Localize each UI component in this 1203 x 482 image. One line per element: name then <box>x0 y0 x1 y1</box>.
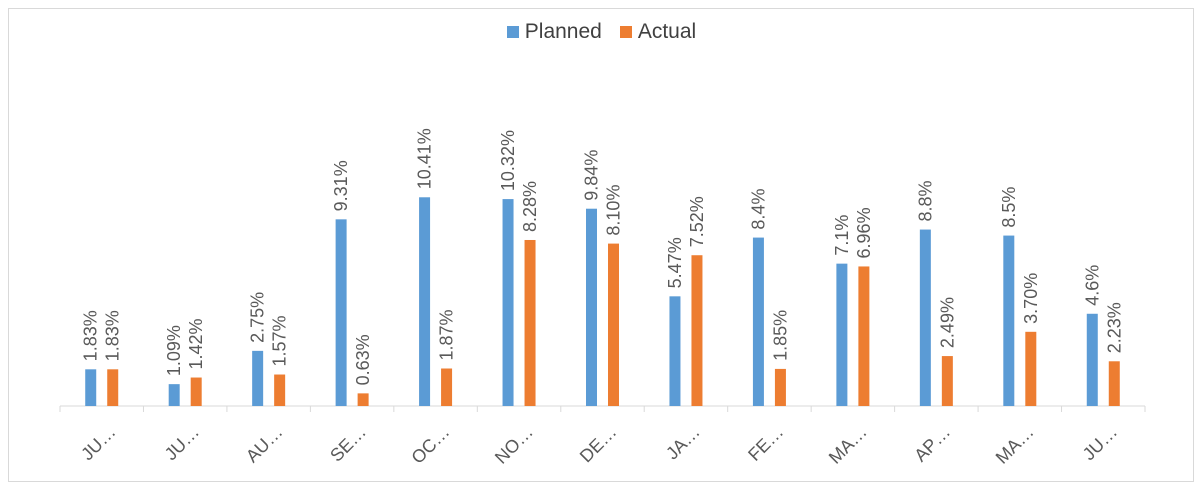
data-label-actual-1: 1.42% <box>186 318 206 369</box>
data-label-planned-2: 2.75% <box>248 292 268 343</box>
data-label-actual-0: 1.83% <box>103 310 123 361</box>
bar-planned-6 <box>586 208 597 406</box>
data-label-actual-6: 8.10% <box>604 185 624 236</box>
bar-actual-0 <box>107 369 119 406</box>
x-tick-label-1: JU… <box>161 422 203 464</box>
data-label-actual-5: 8.28% <box>520 181 540 232</box>
legend-item-actual: Actual <box>619 20 697 44</box>
data-label-actual-12: 2.23% <box>1104 302 1124 353</box>
data-label-planned-10: 8.8% <box>915 181 935 222</box>
legend-item-planned: Planned <box>506 20 602 44</box>
legend-label-planned: Planned <box>524 20 602 43</box>
data-label-planned-7: 5.47% <box>665 237 685 288</box>
bar-planned-0 <box>85 369 97 406</box>
bar-planned-11 <box>1003 235 1015 406</box>
data-label-planned-4: 10.41% <box>415 128 435 189</box>
bar-planned-2 <box>252 350 264 406</box>
data-label-planned-11: 8.5% <box>999 187 1019 228</box>
x-tick-label-3: SE… <box>326 422 370 466</box>
data-label-actual-9: 6.96% <box>854 207 874 258</box>
bar-actual-9 <box>858 266 870 406</box>
x-tick-label-0: JU… <box>77 422 119 464</box>
x-tick-label-12: JU… <box>1079 422 1121 464</box>
chart-legend: Planned Actual <box>0 20 1203 44</box>
data-label-planned-12: 4.6% <box>1082 265 1102 306</box>
bar-planned-10 <box>919 229 931 406</box>
legend-swatch-planned <box>506 26 519 38</box>
data-label-planned-1: 1.09% <box>164 325 184 376</box>
bar-actual-7 <box>691 255 703 406</box>
legend-label-actual: Actual <box>637 20 697 43</box>
bar-planned-4 <box>419 197 431 406</box>
bar-planned-3 <box>335 219 347 406</box>
bar-planned-12 <box>1086 313 1098 406</box>
x-tick-label-9: MA… <box>825 422 871 468</box>
bar-planned-5 <box>502 199 514 406</box>
x-tick-label-6: DE… <box>576 422 621 467</box>
bar-planned-1 <box>168 384 180 406</box>
data-label-planned-6: 9.84% <box>582 150 602 201</box>
data-label-actual-2: 1.57% <box>270 315 290 366</box>
bar-actual-5 <box>524 239 536 406</box>
x-tick-label-7: JA… <box>662 422 704 464</box>
data-label-actual-3: 0.63% <box>353 334 373 385</box>
bar-actual-12 <box>1108 361 1120 406</box>
bar-actual-1 <box>190 377 202 406</box>
data-label-planned-5: 10.32% <box>498 130 518 191</box>
data-label-planned-0: 1.83% <box>81 310 101 361</box>
bar-actual-6 <box>608 243 619 406</box>
bar-actual-2 <box>274 374 286 406</box>
x-tick-label-5: NO… <box>491 422 537 468</box>
bar-actual-8 <box>774 368 786 406</box>
data-label-planned-9: 7.1% <box>832 215 852 256</box>
x-tick-label-8: FE… <box>744 422 787 465</box>
chart-frame <box>8 8 1194 482</box>
x-tick-label-11: MA… <box>992 422 1038 468</box>
bar-actual-4 <box>441 368 453 406</box>
data-label-planned-8: 8.4% <box>748 189 768 230</box>
bar-planned-7 <box>669 296 681 406</box>
x-tick-label-10: AP… <box>910 422 954 466</box>
data-label-actual-11: 3.70% <box>1021 273 1041 324</box>
data-label-actual-4: 1.87% <box>437 309 457 360</box>
data-label-planned-3: 9.31% <box>331 160 351 211</box>
bar-actual-10 <box>941 356 953 406</box>
data-label-actual-10: 2.49% <box>937 297 957 348</box>
x-tick-label-2: AU… <box>242 422 287 467</box>
bar-planned-8 <box>752 237 764 406</box>
bar-actual-3 <box>357 393 369 406</box>
bar-planned-9 <box>836 263 848 406</box>
data-label-actual-8: 1.85% <box>770 310 790 361</box>
bar-actual-11 <box>1025 331 1037 406</box>
data-label-actual-7: 7.52% <box>687 196 707 247</box>
legend-swatch-actual <box>619 26 632 38</box>
x-tick-label-4: OC… <box>407 422 453 468</box>
